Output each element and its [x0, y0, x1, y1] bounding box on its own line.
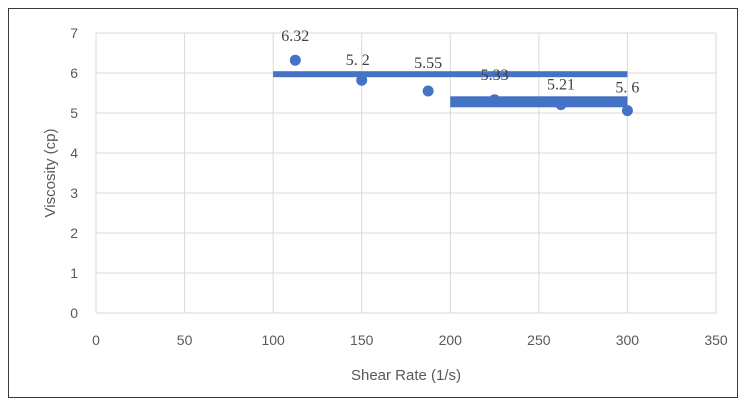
y-tick-label: 3	[70, 185, 78, 201]
x-tick-label: 350	[704, 332, 728, 348]
data-label: 5.33	[481, 67, 509, 84]
data-label: 5. 6	[615, 80, 639, 97]
x-tick-label: 150	[350, 332, 374, 348]
y-tick-label: 7	[70, 25, 78, 41]
tick-labels: 0 1 2 3 4 5 6 7 0 50 100 150 200 250 300 350	[70, 25, 728, 348]
data-point	[621, 105, 633, 117]
data-point	[356, 74, 368, 86]
y-tick-label: 5	[70, 105, 78, 121]
data-labels: 6.32 5. 2 5.55 5.33 5.21 5. 6	[281, 28, 639, 96]
y-tick-label: 2	[70, 225, 78, 241]
y-tick-label: 1	[70, 265, 78, 281]
y-tick-label: 6	[70, 65, 78, 81]
x-tick-label: 300	[616, 332, 640, 348]
x-tick-label: 100	[261, 332, 285, 348]
data-label: 6.32	[281, 28, 309, 45]
x-axis-title: Shear Rate (1/s)	[351, 367, 461, 384]
x-tick-label: 200	[439, 332, 463, 348]
y-tick-label: 4	[70, 145, 78, 161]
data-points	[289, 54, 633, 117]
overlay-bar	[450, 96, 628, 108]
data-point	[489, 94, 501, 106]
overlay-bar	[273, 71, 628, 78]
x-tick-label: 0	[92, 332, 100, 348]
overlay-bars	[273, 71, 628, 108]
data-label: 5. 2	[346, 52, 370, 69]
y-tick-label: 0	[70, 305, 78, 321]
data-label: 5.55	[414, 55, 442, 72]
data-point	[422, 85, 434, 97]
data-point	[555, 99, 567, 111]
data-point	[289, 54, 301, 66]
x-tick-label: 250	[527, 332, 551, 348]
data-label: 5.21	[547, 77, 575, 94]
y-axis-title: Viscosity (cp)	[42, 129, 59, 218]
x-tick-label: 50	[177, 332, 193, 348]
